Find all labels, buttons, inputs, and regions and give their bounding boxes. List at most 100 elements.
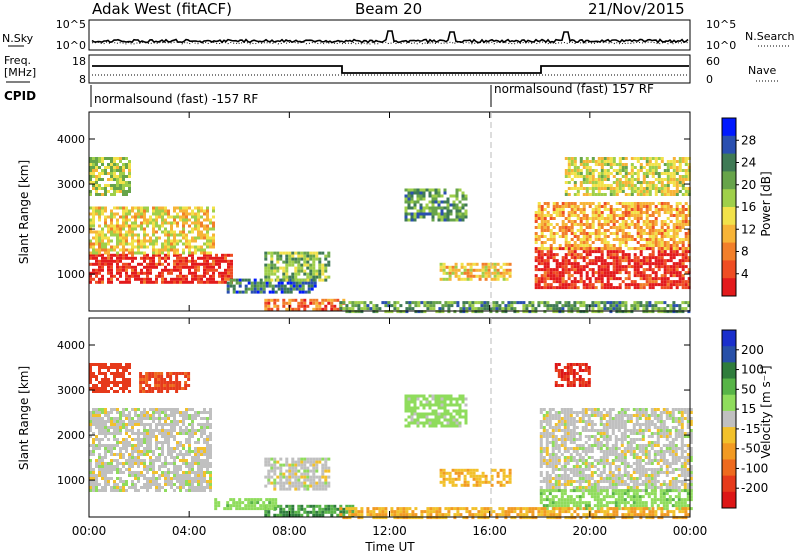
power-cell: [98, 277, 101, 281]
power-cell: [594, 178, 598, 181]
power-cell: [618, 268, 622, 272]
power-cell: [224, 268, 227, 272]
power-cell: [666, 223, 670, 226]
velocity-cell: [309, 463, 313, 467]
power-cell: [669, 211, 673, 214]
power-cell: [633, 184, 637, 187]
power-cell: [487, 262, 491, 266]
power-cell: [101, 160, 104, 163]
power-cell: [309, 272, 313, 276]
power-cell: [621, 184, 625, 187]
power-cell: [125, 268, 128, 272]
power-cell: [642, 202, 646, 205]
power-cell: [508, 274, 512, 278]
power-cell: [92, 187, 95, 190]
power-cell: [209, 277, 212, 281]
velocity-cell: [194, 453, 197, 456]
power-cell: [648, 187, 652, 190]
velocity-cell: [95, 363, 98, 366]
power-cell: [303, 304, 307, 308]
power-cell: [149, 280, 152, 284]
power-cell: [327, 254, 331, 258]
velocity-cell: [505, 474, 509, 478]
power-cell: [372, 307, 376, 311]
power-cell: [576, 235, 580, 238]
velocity-cell: [276, 513, 280, 517]
velocity-cell: [472, 474, 476, 478]
velocity-cell: [89, 423, 92, 426]
velocity-cell: [137, 453, 140, 456]
power-cell: [573, 250, 577, 254]
power-cell: [567, 268, 571, 272]
power-cell: [630, 169, 634, 172]
power-cell: [681, 226, 685, 229]
power-cell: [657, 259, 661, 263]
velocity-region: [264, 457, 331, 491]
power-cell: [612, 253, 616, 257]
power-cell: [663, 178, 667, 181]
velocity-cell: [321, 463, 325, 467]
power-cell: [654, 232, 658, 235]
power-cell: [164, 230, 167, 234]
power-cell: [298, 284, 302, 288]
power-cell: [116, 277, 119, 281]
velocity-cell: [104, 375, 107, 378]
power-cell: [633, 190, 637, 193]
velocity-cell: [110, 453, 113, 456]
power-cell: [369, 307, 373, 311]
power-cell: [149, 271, 152, 275]
velocity-cell: [155, 489, 158, 492]
velocity-cell: [146, 465, 149, 468]
power-cell: [493, 268, 497, 272]
power-cell: [104, 259, 107, 263]
power-cell: [92, 253, 95, 257]
velocity-cell: [191, 423, 194, 426]
power-cell: [238, 290, 242, 294]
power-cell: [122, 233, 125, 237]
power-cell: [289, 281, 293, 285]
power-cell: [301, 284, 305, 288]
power-cell: [143, 259, 146, 263]
power-cell: [591, 184, 595, 187]
velocity-cell: [157, 381, 161, 384]
power-cell: [651, 235, 655, 238]
velocity-cell: [303, 463, 307, 467]
velocity-cell: [176, 465, 179, 468]
power-cell: [209, 256, 212, 260]
velocity-cell: [140, 420, 143, 423]
power-cell: [660, 226, 664, 229]
velocity-cell: [315, 475, 319, 479]
velocity-cell: [273, 466, 277, 470]
power-cell: [579, 265, 583, 269]
velocity-cell: [273, 484, 277, 488]
power-cell: [585, 232, 589, 235]
power-cell: [158, 262, 161, 266]
velocity-cell: [327, 510, 331, 514]
velocity-cell: [270, 469, 274, 473]
power-cell: [203, 280, 206, 284]
power-cell: [277, 287, 281, 291]
velocity-cell: [176, 423, 179, 426]
power-cell: [630, 205, 634, 208]
power-cell: [591, 226, 595, 229]
power-cell: [206, 212, 209, 216]
velocity-cell: [98, 387, 101, 390]
power-cell: [493, 274, 497, 278]
power-cell: [648, 277, 652, 281]
power-cell: [621, 181, 625, 184]
power-cell: [636, 247, 640, 250]
power-cell: [480, 301, 484, 305]
power-cell: [122, 181, 125, 184]
power-cell: [513, 301, 517, 305]
velocity-cell: [101, 387, 104, 390]
velocity-cell: [92, 372, 95, 375]
velocity-cell: [209, 456, 212, 459]
velocity-cell: [164, 441, 167, 444]
power-cell: [573, 208, 577, 211]
power-cell: [197, 265, 200, 269]
power-cell: [456, 304, 460, 308]
power-cell: [481, 262, 485, 266]
velocity-cell: [166, 390, 170, 393]
power-cell: [422, 215, 426, 219]
power-cell: [288, 260, 292, 264]
